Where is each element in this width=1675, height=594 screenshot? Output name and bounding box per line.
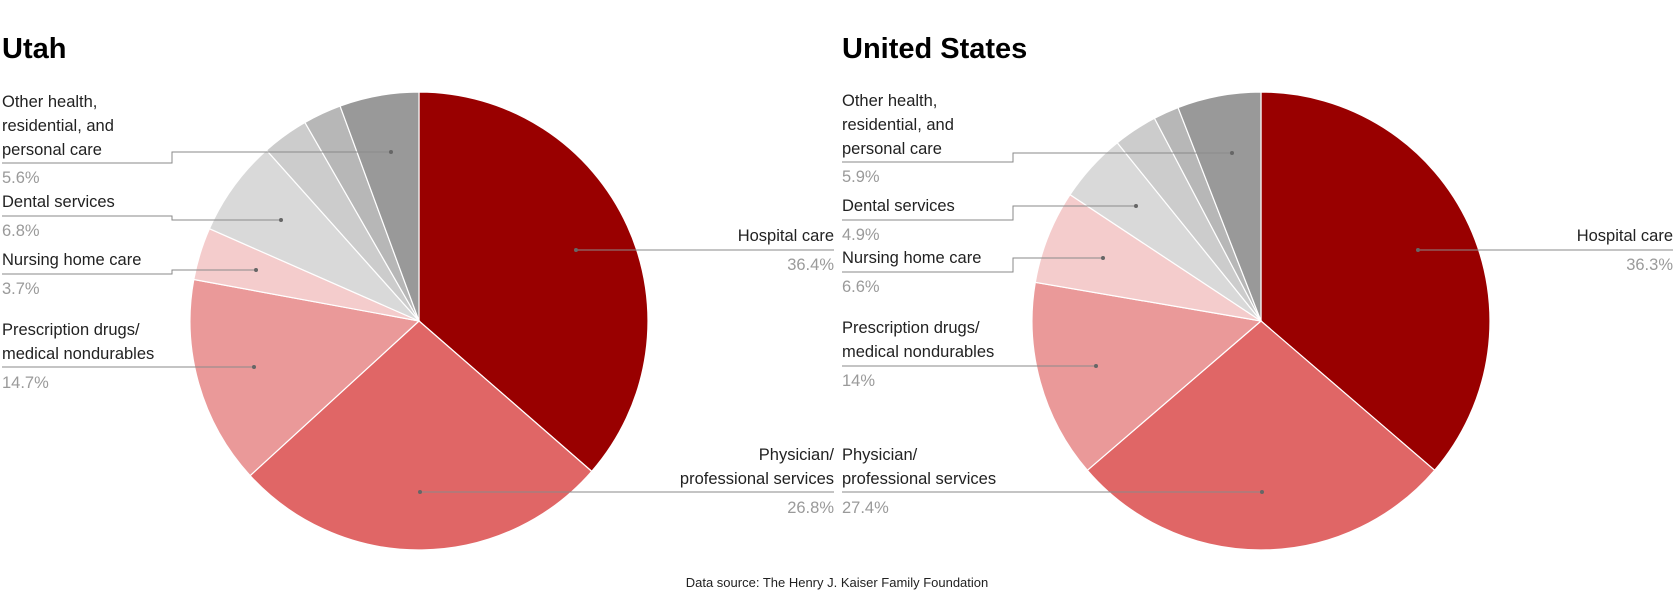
us-leader-7 [842, 152, 1232, 163]
utah-label-other-line1: Other health, [2, 93, 97, 111]
utah-leader-dot-0 [574, 248, 578, 252]
us-slice-7 [1177, 91, 1262, 322]
us-label-hospital-text: Hospital care [1577, 227, 1673, 245]
us-leader-dot-1 [1260, 490, 1264, 494]
utah-leader-dot-1 [418, 490, 422, 494]
us-pct-nursing: 6.6% [842, 278, 880, 296]
us-pct-other: 5.9% [842, 168, 880, 186]
us-label-other-line3: personal care [842, 140, 942, 158]
us-leader-dot-7 [1230, 151, 1234, 155]
us-label-other-line1: Other health, [842, 92, 937, 110]
us-label-other-line2: residential, and [842, 116, 954, 134]
utah-pct-physician: 26.8% [787, 499, 834, 517]
us-leader-dot-4 [1134, 204, 1138, 208]
utah-label-nursing-text: Nursing home care [2, 251, 141, 269]
us-leader-dot-0 [1416, 248, 1420, 252]
utah-pie [189, 91, 649, 551]
us-label-physician-line1: Physician/ [842, 446, 918, 464]
utah-pct-drugs: 14.7% [2, 374, 49, 392]
utah-label-physician-line1: Physician/ [759, 446, 835, 464]
us-label-drugs-line2: medical nondurables [842, 343, 994, 361]
utah-slice-1 [249, 320, 593, 551]
us-label-nursing: Nursing home care 6.6% [842, 249, 981, 296]
utah-pct-other: 5.6% [2, 169, 40, 187]
us-pie [1031, 91, 1491, 551]
us-slice-1 [1086, 320, 1436, 551]
us-label-other: Other health, residential, and personal … [842, 92, 954, 186]
utah-title: Utah [2, 33, 66, 65]
utah-slice-2 [189, 278, 421, 477]
utah-label-other: Other health, residential, and personal … [2, 93, 114, 187]
utah-leader-7 [2, 151, 391, 164]
utah-leader-4 [2, 215, 281, 221]
utah-slice-0 [418, 91, 649, 473]
us-slice-0 [1260, 91, 1491, 472]
utah-label-drugs: Prescription drugs/ medical nondurables … [2, 321, 154, 392]
us-leader-lines [842, 151, 1673, 494]
utah-pct-dental: 6.8% [2, 222, 40, 240]
utah-pct-hospital: 36.4% [787, 256, 834, 274]
utah-label-drugs-line1: Prescription drugs/ [2, 321, 140, 339]
us-leader-dot-3 [1101, 256, 1105, 260]
utah-leader-lines [2, 150, 834, 494]
us-pct-dental: 4.9% [842, 226, 880, 244]
us-label-physician-line2: professional services [842, 470, 996, 488]
utah-label-nursing: Nursing home care 3.7% [2, 251, 141, 298]
us-leader-3 [842, 257, 1103, 273]
us-label-drugs-line1: Prescription drugs/ [842, 319, 980, 337]
us-label-nursing-text: Nursing home care [842, 249, 981, 267]
utah-label-other-line2: residential, and [2, 117, 114, 135]
us-label-dental: Dental services 4.9% [842, 197, 955, 244]
utah-label-hospital-text: Hospital care [738, 227, 834, 245]
us-label-physician: Physician/ professional services 27.4% [842, 446, 996, 517]
us-leader-dot-2 [1094, 364, 1098, 368]
utah-label-dental: Dental services 6.8% [2, 193, 115, 240]
us-label-dental-text: Dental services [842, 197, 955, 215]
utah-label-dental-text: Dental services [2, 193, 115, 211]
us-label-hospital: Hospital care 36.3% [1577, 227, 1674, 274]
utah-label-physician-line2: professional services [680, 470, 834, 488]
utah-slice-7 [339, 91, 420, 322]
utah-label-other-line3: personal care [2, 141, 102, 159]
us-chart: United States Hospital care 36.3% Physic… [842, 33, 1674, 551]
us-pct-drugs: 14% [842, 372, 875, 390]
utah-label-physician: Physician/ professional services 26.8% [680, 446, 834, 517]
utah-leader-3 [2, 269, 256, 275]
utah-label-drugs-line2: medical nondurables [2, 345, 154, 363]
utah-pct-nursing: 3.7% [2, 280, 40, 298]
data-source-note: Data source: The Henry J. Kaiser Family … [686, 575, 989, 590]
utah-leader-dot-2 [252, 365, 256, 369]
us-pct-physician: 27.4% [842, 499, 889, 517]
us-slice-2 [1031, 281, 1263, 472]
us-pct-hospital: 36.3% [1626, 256, 1673, 274]
us-title: United States [842, 33, 1027, 65]
us-label-drugs: Prescription drugs/ medical nondurables … [842, 319, 994, 390]
utah-leader-dot-3 [254, 268, 258, 272]
utah-label-hospital: Hospital care 36.4% [738, 227, 835, 274]
utah-chart: Utah Hospital care 36.4% Physician/ prof… [2, 33, 835, 551]
utah-leader-dot-7 [389, 150, 393, 154]
us-leader-4 [842, 205, 1136, 221]
utah-leader-dot-4 [279, 218, 283, 222]
